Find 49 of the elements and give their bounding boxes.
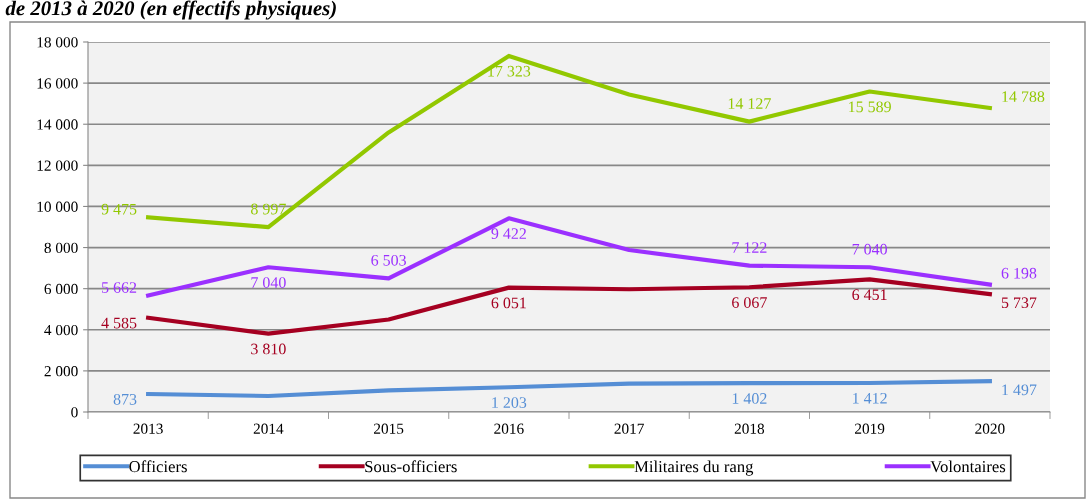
y-tick-label: 18 000 xyxy=(37,37,78,48)
y-tick-label: 2 000 xyxy=(44,366,78,377)
data-label: 5 662 xyxy=(102,282,137,293)
x-tick-label: 2014 xyxy=(253,423,284,434)
data-label: 4 585 xyxy=(101,317,137,329)
data-label: 1 402 xyxy=(732,393,767,404)
data-label: 8 997 xyxy=(251,203,286,215)
data-label: 6 503 xyxy=(371,254,406,266)
x-tick-label: 2013 xyxy=(133,423,163,434)
data-label: 15 589 xyxy=(849,101,891,113)
data-label: 5 737 xyxy=(1001,297,1037,309)
x-tick-label: 2016 xyxy=(494,423,524,434)
data-label: 1 497 xyxy=(1002,384,1037,396)
x-tick-label: 2018 xyxy=(734,423,765,434)
data-label: 7 122 xyxy=(732,242,767,253)
legend-label: Officiers xyxy=(129,460,187,473)
data-label: 7 040 xyxy=(251,277,286,288)
x-tick-label: 2020 xyxy=(975,423,1005,434)
y-tick-label: 16 000 xyxy=(37,78,78,89)
legend-label: Militaires du rang xyxy=(634,460,754,476)
data-label: 14 788 xyxy=(1002,91,1045,103)
line-series xyxy=(146,216,992,298)
data-label: 6 051 xyxy=(491,297,526,309)
line-series xyxy=(146,277,992,336)
x-tick-label: 2015 xyxy=(374,423,404,434)
data-label: 6 451 xyxy=(852,289,887,301)
legend-label: Volontaires xyxy=(930,460,1006,473)
y-tick-label: 0 xyxy=(71,407,78,418)
y-tick-label: 10 000 xyxy=(37,201,78,212)
data-label: 9 475 xyxy=(101,203,137,215)
line-series xyxy=(146,53,992,230)
data-label: 6 198 xyxy=(1001,267,1037,279)
y-tick-label: 6 000 xyxy=(44,283,78,295)
legend-label: Sous-officiers xyxy=(365,460,457,473)
y-tick-label: 4 000 xyxy=(44,324,78,336)
data-label: 3 810 xyxy=(251,343,286,355)
data-label: 1 203 xyxy=(492,397,527,408)
data-label: 14 127 xyxy=(728,98,771,109)
y-tick-label: 14 000 xyxy=(37,119,78,130)
y-tick-label: 12 000 xyxy=(37,160,78,171)
chart-title: de 2013 à 2020 (en effectifs physiques) xyxy=(5,0,336,20)
data-label: 873 xyxy=(113,393,137,405)
data-label: 7 040 xyxy=(852,243,887,255)
data-label: 6 067 xyxy=(732,297,767,308)
y-tick-label: 8 000 xyxy=(44,242,78,254)
x-tick-label: 2019 xyxy=(855,423,885,434)
x-tick-label: 2017 xyxy=(614,423,644,434)
data-label: 9 422 xyxy=(491,228,526,239)
data-label: 1 412 xyxy=(853,392,887,404)
